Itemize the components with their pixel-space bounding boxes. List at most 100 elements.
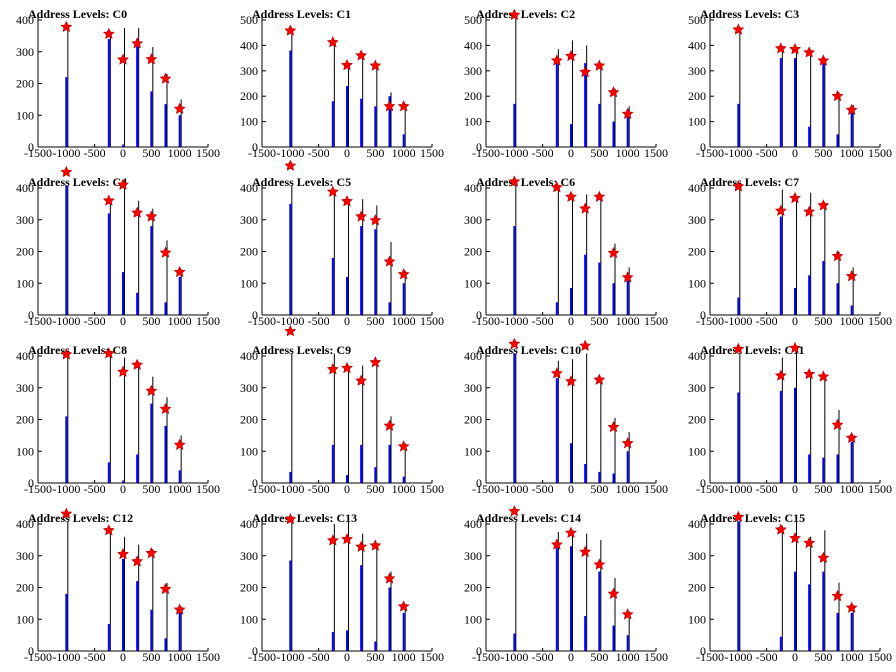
chart-svg: Address Levels: C10 0 100 200 300 400 -1500 -10… — [464, 337, 668, 496]
y-tick-label: 0 — [28, 476, 34, 490]
x-tick-label: -1000 — [724, 146, 752, 160]
chart-title: Address Levels: C5 — [252, 175, 351, 189]
y-tick-label: 0 — [476, 308, 482, 322]
y-tick-label: 0 — [252, 476, 258, 490]
star-marker — [565, 375, 577, 387]
star-marker — [845, 103, 858, 115]
star-marker — [326, 534, 339, 546]
star-marker — [145, 210, 158, 222]
y-tick-label: 400 — [240, 38, 258, 52]
y-tick-label: 500 — [464, 13, 482, 27]
star-marker — [732, 180, 745, 192]
y-tick-label: 300 — [688, 381, 706, 395]
star-marker — [845, 270, 858, 282]
x-tick-label: 1500 — [644, 146, 668, 160]
chart-svg: Address Levels: C15 0 100 200 300 400 -1500 -10… — [688, 510, 892, 664]
star-marker — [326, 36, 339, 48]
chart-panel-7: Address Levels: C7 0 100 200 300 400 -1500 -100… — [672, 168, 896, 336]
x-tick-label: -500 — [308, 650, 330, 664]
star-marker — [383, 100, 396, 112]
chart-title: Address Levels: C2 — [476, 7, 575, 21]
y-tick-label: 300 — [688, 213, 706, 227]
y-tick-label: 0 — [700, 140, 706, 154]
star-marker — [789, 532, 801, 544]
y-tick-label: 100 — [240, 115, 258, 129]
y-tick-label: 400 — [464, 349, 482, 363]
chart-panel-8: Address Levels: C8 0 100 200 300 400 -1500 -100… — [0, 336, 224, 504]
x-tick-label: -1000 — [500, 650, 528, 664]
x-tick-label: 0 — [568, 650, 574, 664]
star-marker — [593, 59, 606, 71]
x-tick-label: -500 — [756, 314, 778, 328]
y-tick-label: 400 — [688, 38, 706, 52]
y-tick-label: 100 — [16, 276, 34, 290]
star-marker — [397, 600, 410, 612]
chart-svg: Address Levels: C14 0 100 200 300 400 -1500 -10… — [464, 505, 668, 664]
chart-svg: Address Levels: C7 0 100 200 300 400 -1500 -100… — [688, 175, 892, 328]
x-tick-label: -500 — [84, 146, 106, 160]
star-marker — [593, 190, 606, 202]
x-tick-label: -500 — [756, 146, 778, 160]
y-tick-label: 100 — [240, 276, 258, 290]
y-tick-label: 500 — [240, 13, 258, 27]
chart-panel-1: Address Levels: C1 0 100 200 300 400 500 -1500-… — [224, 0, 448, 168]
y-tick-label: 300 — [16, 213, 34, 227]
chart-svg: Address Levels: C9 0 100 200 300 400 -1500 -100… — [240, 324, 444, 496]
y-tick-label: 0 — [700, 308, 706, 322]
x-tick-label: 500 — [814, 146, 832, 160]
star-marker — [159, 402, 172, 415]
chart-title: Address Levels: C14 — [476, 511, 581, 525]
star-marker — [60, 507, 73, 519]
y-tick-label: 400 — [464, 517, 482, 531]
x-tick-label: 1500 — [868, 146, 892, 160]
y-tick-label: 300 — [240, 381, 258, 395]
y-tick-label: 0 — [252, 644, 258, 658]
chart-svg: Address Levels: C12 0 100 200 300 400 -1500 -10… — [16, 507, 220, 664]
y-tick-label: 200 — [688, 89, 706, 103]
star-marker — [508, 505, 521, 517]
x-tick-label: 500 — [142, 146, 160, 160]
x-tick-label: -1000 — [500, 314, 528, 328]
star-marker — [397, 268, 410, 280]
star-marker — [593, 373, 606, 385]
star-marker — [607, 246, 620, 259]
y-tick-label: 200 — [240, 581, 258, 595]
y-tick-label: 0 — [476, 140, 482, 154]
chart-title: Address Levels: C12 — [28, 511, 133, 525]
y-tick-label: 400 — [240, 181, 258, 195]
chart-panel-4: Address Levels: C4 0 100 200 300 400 -1500 -100… — [0, 165, 224, 336]
star-marker — [159, 582, 172, 595]
star-marker — [131, 206, 144, 218]
y-tick-label: 200 — [688, 581, 706, 595]
star-marker — [817, 54, 830, 66]
star-marker — [102, 347, 115, 359]
star-marker — [369, 214, 382, 226]
star-marker — [550, 54, 563, 66]
x-tick-label: 1000 — [616, 146, 640, 160]
x-tick-label: 1500 — [420, 650, 444, 664]
x-tick-label: -1500 — [696, 482, 724, 496]
chart-svg: Address Levels: C0 0 100 200 300 400 -1500 -100… — [16, 7, 220, 160]
y-tick-label: 0 — [252, 308, 258, 322]
star-marker — [831, 418, 844, 430]
chart-panel-9: Address Levels: C9 0 100 200 300 400 -1500 -100… — [224, 324, 448, 504]
x-tick-label: 1500 — [644, 650, 668, 664]
y-tick-label: 200 — [688, 413, 706, 427]
star-marker — [173, 438, 186, 450]
x-tick-label: -1500 — [24, 482, 52, 496]
x-tick-label: -500 — [84, 314, 106, 328]
chart-title: Address Levels: C3 — [700, 7, 799, 21]
star-marker — [817, 370, 830, 382]
chart-panel-15: Address Levels: C15 0 100 200 300 400 -1500 -10… — [672, 504, 896, 672]
x-tick-label: -1500 — [696, 650, 724, 664]
star-marker — [817, 199, 830, 211]
x-tick-label: 0 — [792, 650, 798, 664]
y-tick-label: 100 — [464, 444, 482, 458]
star-marker — [341, 195, 353, 207]
x-tick-label: 500 — [366, 146, 384, 160]
star-marker — [117, 53, 129, 65]
y-tick-label: 400 — [16, 517, 34, 531]
x-tick-label: 1000 — [168, 146, 192, 160]
star-marker — [355, 49, 368, 61]
star-marker — [565, 526, 577, 538]
